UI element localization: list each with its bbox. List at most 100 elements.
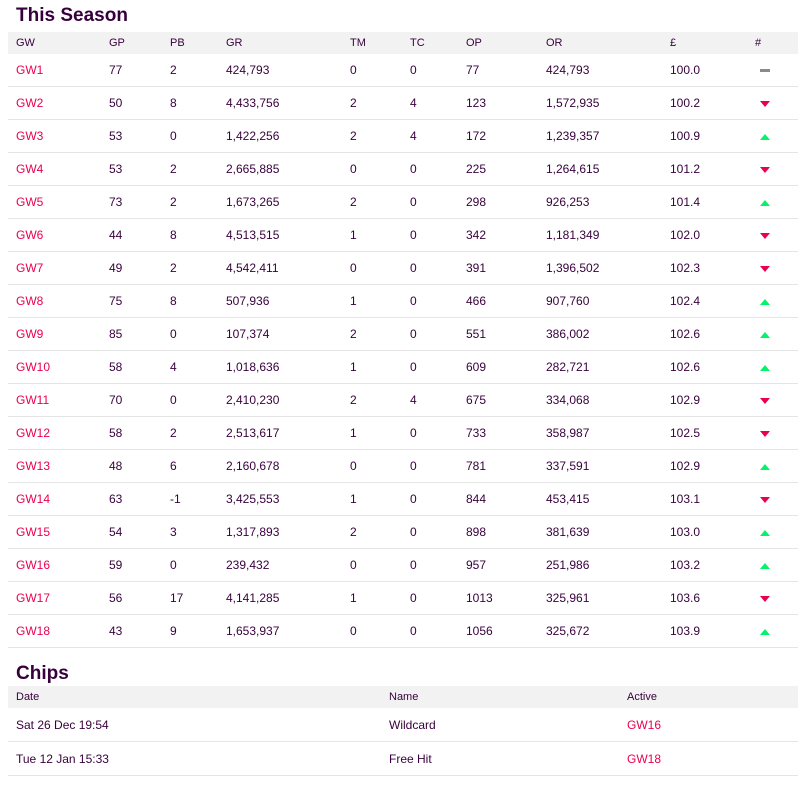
season-cell-gr: 1,653,937 xyxy=(218,614,342,648)
season-cell-value: 102.9 xyxy=(662,383,747,417)
season-cell-pb: 8 xyxy=(162,284,218,318)
season-cell-or: 337,591 xyxy=(538,449,662,483)
season-cell-gr: 4,542,411 xyxy=(218,251,342,285)
season-cell-value: 101.2 xyxy=(662,152,747,186)
season-cell-or: 1,239,357 xyxy=(538,119,662,153)
rank-down-arrow-icon xyxy=(760,596,770,602)
gameweek-link[interactable]: GW6 xyxy=(8,218,101,252)
season-cell-movement xyxy=(747,614,798,648)
season-cell-or: 325,672 xyxy=(538,614,662,648)
season-cell-op: 225 xyxy=(458,152,538,186)
season-history-table: GW GP PB GR TM TC OP OR £ # GW1 77 2 424,793 0 0 77 424,… xyxy=(8,32,798,648)
season-header-cell: GR xyxy=(226,37,243,49)
season-cell-gp: 44 xyxy=(101,218,162,252)
season-cell-value: 100.2 xyxy=(662,86,747,120)
season-row: GW6 44 8 4,513,515 1 0 342 1,181,349 102.0 xyxy=(8,218,798,252)
season-cell-or: 926,253 xyxy=(538,185,662,219)
season-cell-value: 101.4 xyxy=(662,185,747,219)
gameweek-link[interactable]: GW8 xyxy=(8,284,101,318)
season-cell-tm: 1 xyxy=(342,581,402,615)
gameweek-link[interactable]: GW5 xyxy=(8,185,101,219)
rank-up-arrow-icon xyxy=(760,200,770,206)
season-cell-tm: 0 xyxy=(342,614,402,648)
season-cell-movement xyxy=(747,218,798,252)
season-cell-movement xyxy=(747,152,798,186)
season-row: GW16 59 0 239,432 0 0 957 251,986 103.2 xyxy=(8,548,798,582)
season-cell-pb: 0 xyxy=(162,548,218,582)
season-row: GW10 58 4 1,018,636 1 0 609 282,721 102.6 xyxy=(8,350,798,384)
gameweek-link[interactable]: GW4 xyxy=(8,152,101,186)
rank-down-arrow-icon xyxy=(760,167,770,173)
gameweek-link[interactable]: GW18 xyxy=(8,614,101,648)
gameweek-link[interactable]: GW2 xyxy=(8,86,101,120)
gameweek-link[interactable]: GW7 xyxy=(8,251,101,285)
gameweek-link[interactable]: GW13 xyxy=(8,449,101,483)
season-cell-op: 172 xyxy=(458,119,538,153)
season-cell-value: 103.0 xyxy=(662,515,747,549)
season-cell-op: 733 xyxy=(458,416,538,450)
season-cell-movement xyxy=(747,185,798,219)
season-row: GW1 77 2 424,793 0 0 77 424,793 100.0 xyxy=(8,54,798,87)
season-cell-tm: 1 xyxy=(342,482,402,516)
chip-gameweek-link[interactable]: GW18 xyxy=(619,741,798,776)
season-cell-tm: 2 xyxy=(342,383,402,417)
season-row: GW3 53 0 1,422,256 2 4 172 1,239,357 100.9 xyxy=(8,119,798,153)
gameweek-link[interactable]: GW17 xyxy=(8,581,101,615)
chip-row: Tue 12 Jan 15:33 Free Hit GW18 xyxy=(8,741,798,776)
season-cell-gp: 56 xyxy=(101,581,162,615)
gameweek-link[interactable]: GW11 xyxy=(8,383,101,417)
season-cell-value: 100.9 xyxy=(662,119,747,153)
gameweek-link[interactable]: GW3 xyxy=(8,119,101,153)
season-cell-gr: 507,936 xyxy=(218,284,342,318)
season-cell-gr: 1,422,256 xyxy=(218,119,342,153)
season-cell-gp: 73 xyxy=(101,185,162,219)
season-cell-movement xyxy=(747,86,798,120)
season-cell-op: 1056 xyxy=(458,614,538,648)
gameweek-link[interactable]: GW15 xyxy=(8,515,101,549)
season-cell-pb: 17 xyxy=(162,581,218,615)
season-cell-or: 424,793 xyxy=(538,54,662,87)
chip-gameweek-link[interactable]: GW16 xyxy=(619,708,798,742)
season-cell-pb: 8 xyxy=(162,86,218,120)
gameweek-link[interactable]: GW12 xyxy=(8,416,101,450)
season-cell-gp: 48 xyxy=(101,449,162,483)
season-cell-or: 282,721 xyxy=(538,350,662,384)
season-cell-value: 102.6 xyxy=(662,317,747,351)
gameweek-link[interactable]: GW16 xyxy=(8,548,101,582)
gameweek-link[interactable]: GW10 xyxy=(8,350,101,384)
season-cell-pb: 2 xyxy=(162,152,218,186)
season-cell-tc: 0 xyxy=(402,284,458,318)
season-cell-gr: 4,433,756 xyxy=(218,86,342,120)
season-cell-tm: 0 xyxy=(342,251,402,285)
chip-name: Free Hit xyxy=(381,741,619,776)
rank-unchanged-icon xyxy=(760,69,770,73)
season-cell-movement xyxy=(747,350,798,384)
gameweek-link[interactable]: GW9 xyxy=(8,317,101,351)
season-cell-tm: 2 xyxy=(342,515,402,549)
season-cell-movement xyxy=(747,416,798,450)
season-cell-gp: 58 xyxy=(101,350,162,384)
season-cell-movement xyxy=(747,251,798,285)
season-cell-or: 1,572,935 xyxy=(538,86,662,120)
gameweek-link[interactable]: GW1 xyxy=(8,54,101,87)
season-cell-tc: 4 xyxy=(402,383,458,417)
season-cell-op: 123 xyxy=(458,86,538,120)
season-header-cell: OP xyxy=(466,37,482,49)
season-cell-tm: 2 xyxy=(342,185,402,219)
season-header-cell: PB xyxy=(170,37,185,49)
season-cell-tm: 1 xyxy=(342,350,402,384)
season-cell-or: 1,181,349 xyxy=(538,218,662,252)
season-cell-gp: 77 xyxy=(101,54,162,87)
season-cell-tm: 0 xyxy=(342,548,402,582)
season-cell-gr: 2,410,230 xyxy=(218,383,342,417)
season-cell-tm: 0 xyxy=(342,449,402,483)
season-header-cell: GW xyxy=(16,37,35,49)
season-cell-pb: 6 xyxy=(162,449,218,483)
rank-up-arrow-icon xyxy=(760,134,770,140)
season-cell-gp: 53 xyxy=(101,152,162,186)
season-cell-pb: 8 xyxy=(162,218,218,252)
season-cell-pb: 4 xyxy=(162,350,218,384)
gameweek-link[interactable]: GW14 xyxy=(8,482,101,516)
season-cell-tc: 0 xyxy=(402,416,458,450)
